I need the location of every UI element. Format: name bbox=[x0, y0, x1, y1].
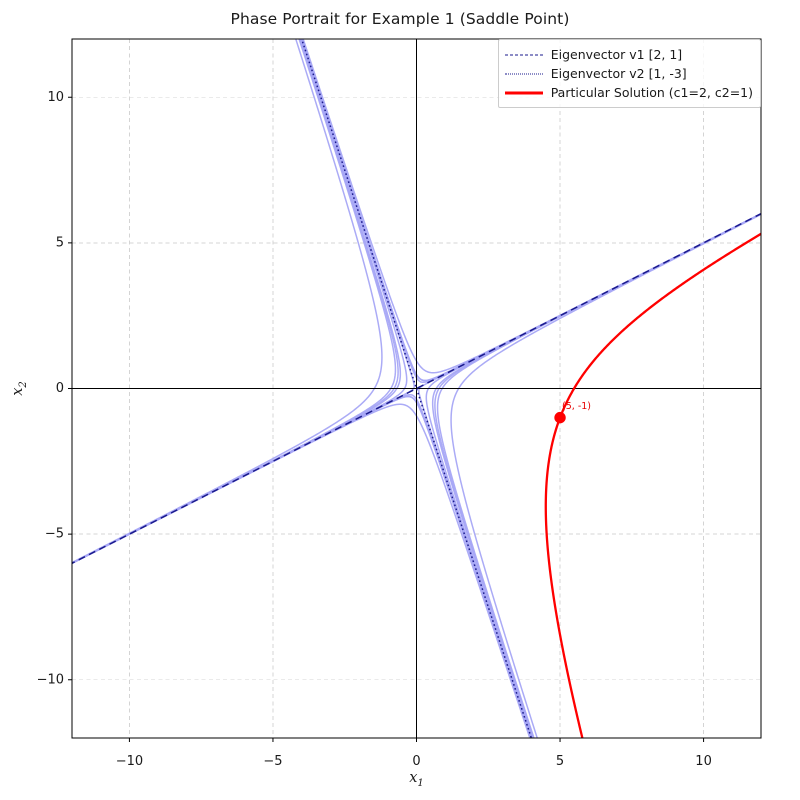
legend-swatch-v1 bbox=[504, 48, 543, 62]
y-tick-label: 5 bbox=[56, 235, 64, 250]
x-tick-label: −5 bbox=[263, 754, 282, 769]
page-title: Phase Portrait for Example 1 (Saddle Poi… bbox=[230, 10, 570, 28]
x-tick-label: 0 bbox=[412, 754, 420, 769]
x-tick-label: 5 bbox=[556, 754, 564, 769]
particular-solution-curve bbox=[544, 232, 761, 738]
x-tick-label: 10 bbox=[695, 754, 712, 769]
legend-item-particular[interactable]: Particular Solution (c1=2, c2=1) bbox=[504, 83, 753, 102]
legend: Eigenvector v1 [2, 1] Eigenvector v2 [1,… bbox=[497, 39, 761, 108]
legend-label-particular: Particular Solution (c1=2, c2=1) bbox=[550, 85, 753, 100]
axis-ticks: −10 −5 0 5 10 −10 −5 0 5 10 x1 x2 bbox=[10, 90, 712, 789]
origin-axes bbox=[72, 39, 761, 738]
legend-item-v2[interactable]: Eigenvector v2 [1, -3] bbox=[504, 64, 753, 83]
x-axis-label: x1 bbox=[409, 770, 424, 789]
y-tick-label: 0 bbox=[56, 381, 64, 396]
legend-swatch-v2 bbox=[504, 67, 543, 81]
y-tick-label: 10 bbox=[47, 90, 64, 105]
legend-item-v1[interactable]: Eigenvector v1 [2, 1] bbox=[504, 45, 753, 64]
initial-condition-marker bbox=[554, 411, 566, 424]
x-tick-label: −10 bbox=[116, 754, 143, 769]
legend-label-v1: Eigenvector v1 [2, 1] bbox=[550, 47, 683, 62]
point-annotation: (5, -1) bbox=[562, 400, 591, 412]
y-axis-label: x2 bbox=[10, 381, 29, 396]
legend-swatch-particular bbox=[504, 86, 543, 100]
legend-label-v2: Eigenvector v2 [1, -3] bbox=[550, 66, 687, 81]
y-tick-label: −5 bbox=[45, 527, 64, 542]
y-tick-label: −10 bbox=[37, 672, 64, 687]
